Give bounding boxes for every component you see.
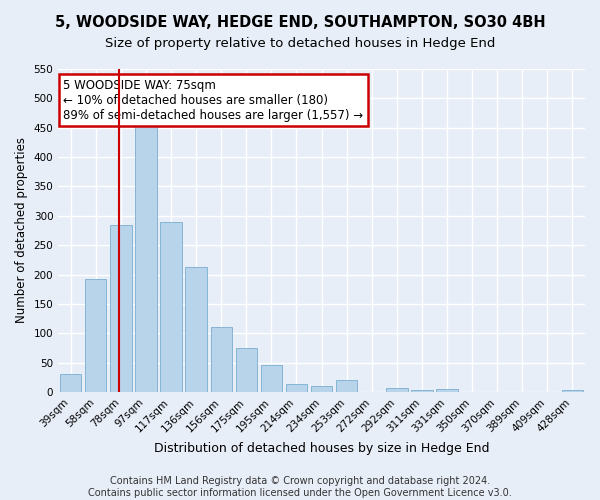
Bar bbox=[261, 365, 282, 392]
Bar bbox=[411, 390, 433, 392]
Bar bbox=[185, 267, 207, 392]
Bar bbox=[286, 384, 307, 392]
Bar bbox=[311, 386, 332, 392]
Text: Contains HM Land Registry data © Crown copyright and database right 2024.
Contai: Contains HM Land Registry data © Crown c… bbox=[88, 476, 512, 498]
Bar bbox=[236, 348, 257, 392]
Bar bbox=[562, 390, 583, 392]
Text: 5 WOODSIDE WAY: 75sqm
← 10% of detached houses are smaller (180)
89% of semi-det: 5 WOODSIDE WAY: 75sqm ← 10% of detached … bbox=[64, 78, 364, 122]
Bar bbox=[436, 389, 458, 392]
Bar bbox=[336, 380, 358, 392]
Text: Size of property relative to detached houses in Hedge End: Size of property relative to detached ho… bbox=[105, 38, 495, 51]
X-axis label: Distribution of detached houses by size in Hedge End: Distribution of detached houses by size … bbox=[154, 442, 490, 455]
Bar bbox=[160, 222, 182, 392]
Bar bbox=[386, 388, 407, 392]
Text: 5, WOODSIDE WAY, HEDGE END, SOUTHAMPTON, SO30 4BH: 5, WOODSIDE WAY, HEDGE END, SOUTHAMPTON,… bbox=[55, 15, 545, 30]
Y-axis label: Number of detached properties: Number of detached properties bbox=[15, 138, 28, 324]
Bar bbox=[136, 122, 157, 392]
Bar bbox=[211, 328, 232, 392]
Bar bbox=[110, 224, 131, 392]
Bar bbox=[60, 374, 82, 392]
Bar bbox=[85, 279, 106, 392]
